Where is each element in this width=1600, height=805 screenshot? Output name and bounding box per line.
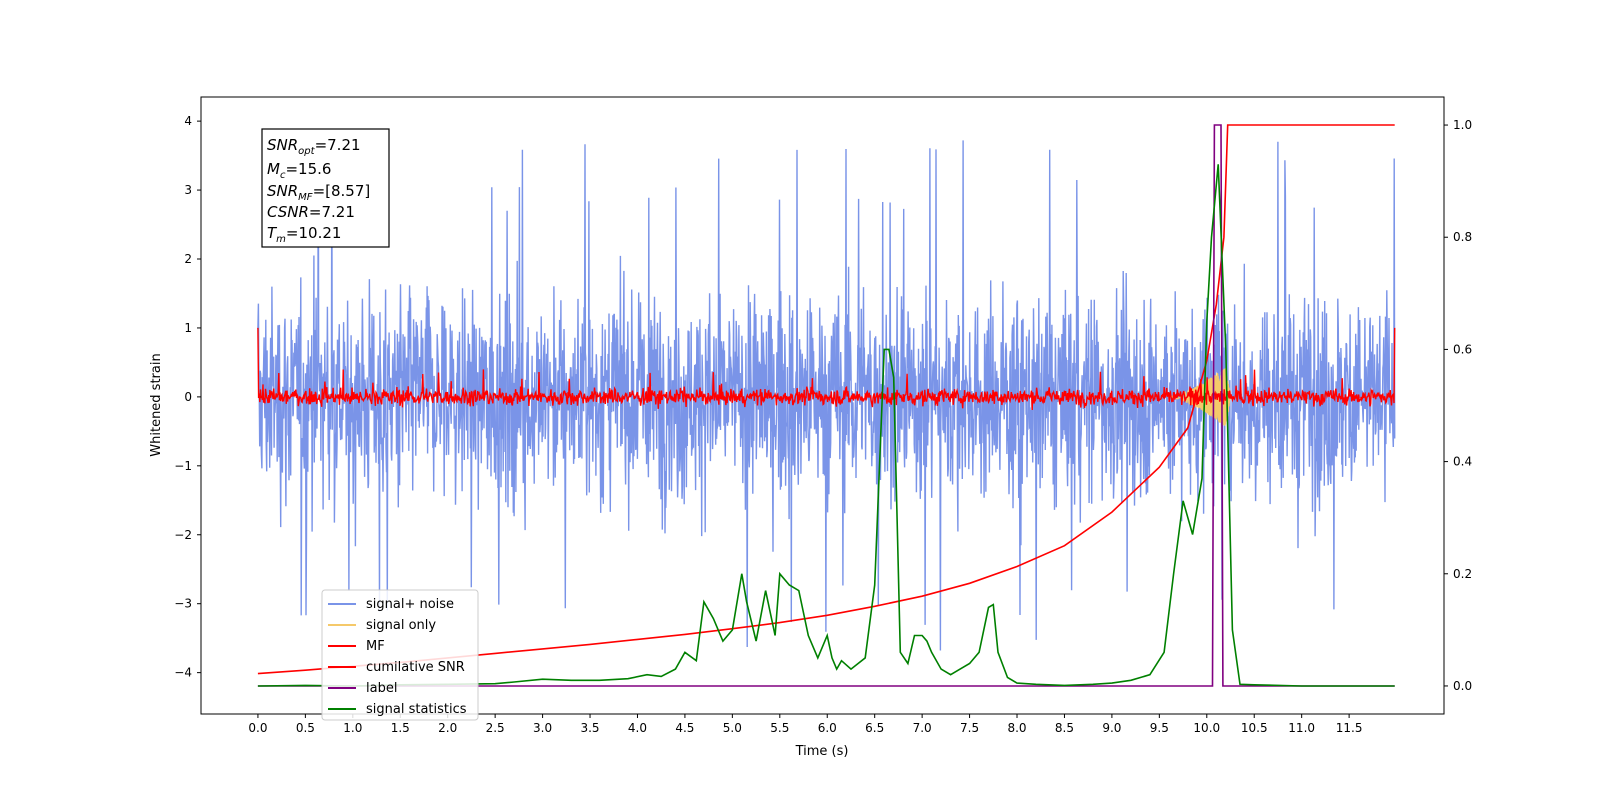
annotation-box: SNRopt=7.21 Mc=15.6 SNRMF=[8.57] CSNR=7.… bbox=[261, 128, 390, 248]
y-left-tick-label: 1 bbox=[184, 321, 192, 335]
series-group bbox=[257, 124, 1396, 687]
x-tick-label: 2.0 bbox=[438, 721, 457, 735]
y-left-tick-label: −1 bbox=[174, 459, 192, 473]
y-left-tick-label: −2 bbox=[174, 528, 192, 542]
series-layer bbox=[257, 124, 1396, 687]
annotation-line: CSNR=7.21 bbox=[267, 203, 355, 221]
x-tick-label: 6.0 bbox=[818, 721, 837, 735]
x-tick-label: 10.5 bbox=[1241, 721, 1268, 735]
x-tick-label: 1.5 bbox=[391, 721, 410, 735]
x-tick-label: 9.5 bbox=[1150, 721, 1169, 735]
series-signal-statistics bbox=[257, 164, 1395, 687]
x-tick-label: 0.5 bbox=[296, 721, 315, 735]
legend-entry: signal+ noise bbox=[366, 597, 454, 612]
legend-entry: label bbox=[366, 681, 397, 696]
x-tick-label: 8.0 bbox=[1007, 721, 1026, 735]
x-tick-label: 1.0 bbox=[343, 721, 362, 735]
y-right-tick-label: 1.0 bbox=[1453, 118, 1472, 132]
y-right-tick-label: 0.0 bbox=[1453, 679, 1472, 693]
x-tick-label: 3.0 bbox=[533, 721, 552, 735]
x-tick-label: 0.0 bbox=[248, 721, 267, 735]
x-tick-label: 5.5 bbox=[770, 721, 789, 735]
y-left-tick-label: 4 bbox=[184, 114, 192, 128]
x-tick-label: 5.0 bbox=[723, 721, 742, 735]
x-axis-label: Time (s) bbox=[795, 744, 849, 759]
annotation-line: SNRopt=7.21 bbox=[267, 136, 361, 157]
legend: signal+ noise signal only MF cumilative SNR… bbox=[321, 589, 479, 721]
legend-entry: MF bbox=[366, 639, 385, 654]
annotation-line: Tm=10.21 bbox=[267, 224, 341, 245]
legend-frame bbox=[321, 589, 479, 721]
y-left-tick-label: 0 bbox=[184, 390, 192, 404]
y-right-tick-label: 0.8 bbox=[1453, 230, 1472, 244]
x-tick-label: 2.5 bbox=[486, 721, 505, 735]
x-tick-label: 10.0 bbox=[1193, 721, 1220, 735]
y-right-tick-label: 0.6 bbox=[1453, 342, 1472, 356]
series-label bbox=[257, 124, 1395, 687]
x-tick-label: 3.5 bbox=[580, 721, 599, 735]
x-tick-label: 11.0 bbox=[1288, 721, 1315, 735]
y-left-tick-label: −4 bbox=[174, 666, 192, 680]
x-tick-label: 4.0 bbox=[628, 721, 647, 735]
series-cumulative-snr bbox=[257, 124, 1395, 675]
legend-entry: signal only bbox=[366, 618, 436, 633]
legend-entry: signal statistics bbox=[366, 702, 467, 717]
x-tick-label: 8.5 bbox=[1055, 721, 1074, 735]
y-axis-label-left: Whitened strain bbox=[149, 353, 164, 456]
x-tick-label: 9.0 bbox=[1102, 721, 1121, 735]
x-tick-label: 7.0 bbox=[913, 721, 932, 735]
y-axis-left: −4 −3 −2 −1 0 1 2 3 4 bbox=[174, 114, 201, 680]
legend-entry: cumilative SNR bbox=[366, 660, 465, 675]
x-axis: 0.0 0.5 1.0 1.5 2.0 2.5 3.0 3.5 4.0 4.5 5.0 5.5 6.0 6… bbox=[248, 714, 1362, 735]
annotation-line: Mc=15.6 bbox=[267, 160, 331, 181]
x-tick-label: 7.5 bbox=[960, 721, 979, 735]
plot-frame bbox=[200, 96, 1445, 715]
x-tick-label: 6.5 bbox=[865, 721, 884, 735]
y-axis-right: 0.0 0.2 0.4 0.6 0.8 1.0 bbox=[1444, 118, 1472, 693]
x-tick-label: 11.5 bbox=[1336, 721, 1363, 735]
annotation-line: SNRMF=[8.57] bbox=[267, 182, 370, 203]
y-left-tick-label: −3 bbox=[174, 597, 192, 611]
y-left-tick-label: 3 bbox=[184, 183, 192, 197]
x-tick-label: 4.5 bbox=[675, 721, 694, 735]
y-left-tick-label: 2 bbox=[184, 252, 192, 266]
y-right-tick-label: 0.2 bbox=[1453, 567, 1472, 581]
y-right-tick-label: 0.4 bbox=[1453, 455, 1472, 469]
